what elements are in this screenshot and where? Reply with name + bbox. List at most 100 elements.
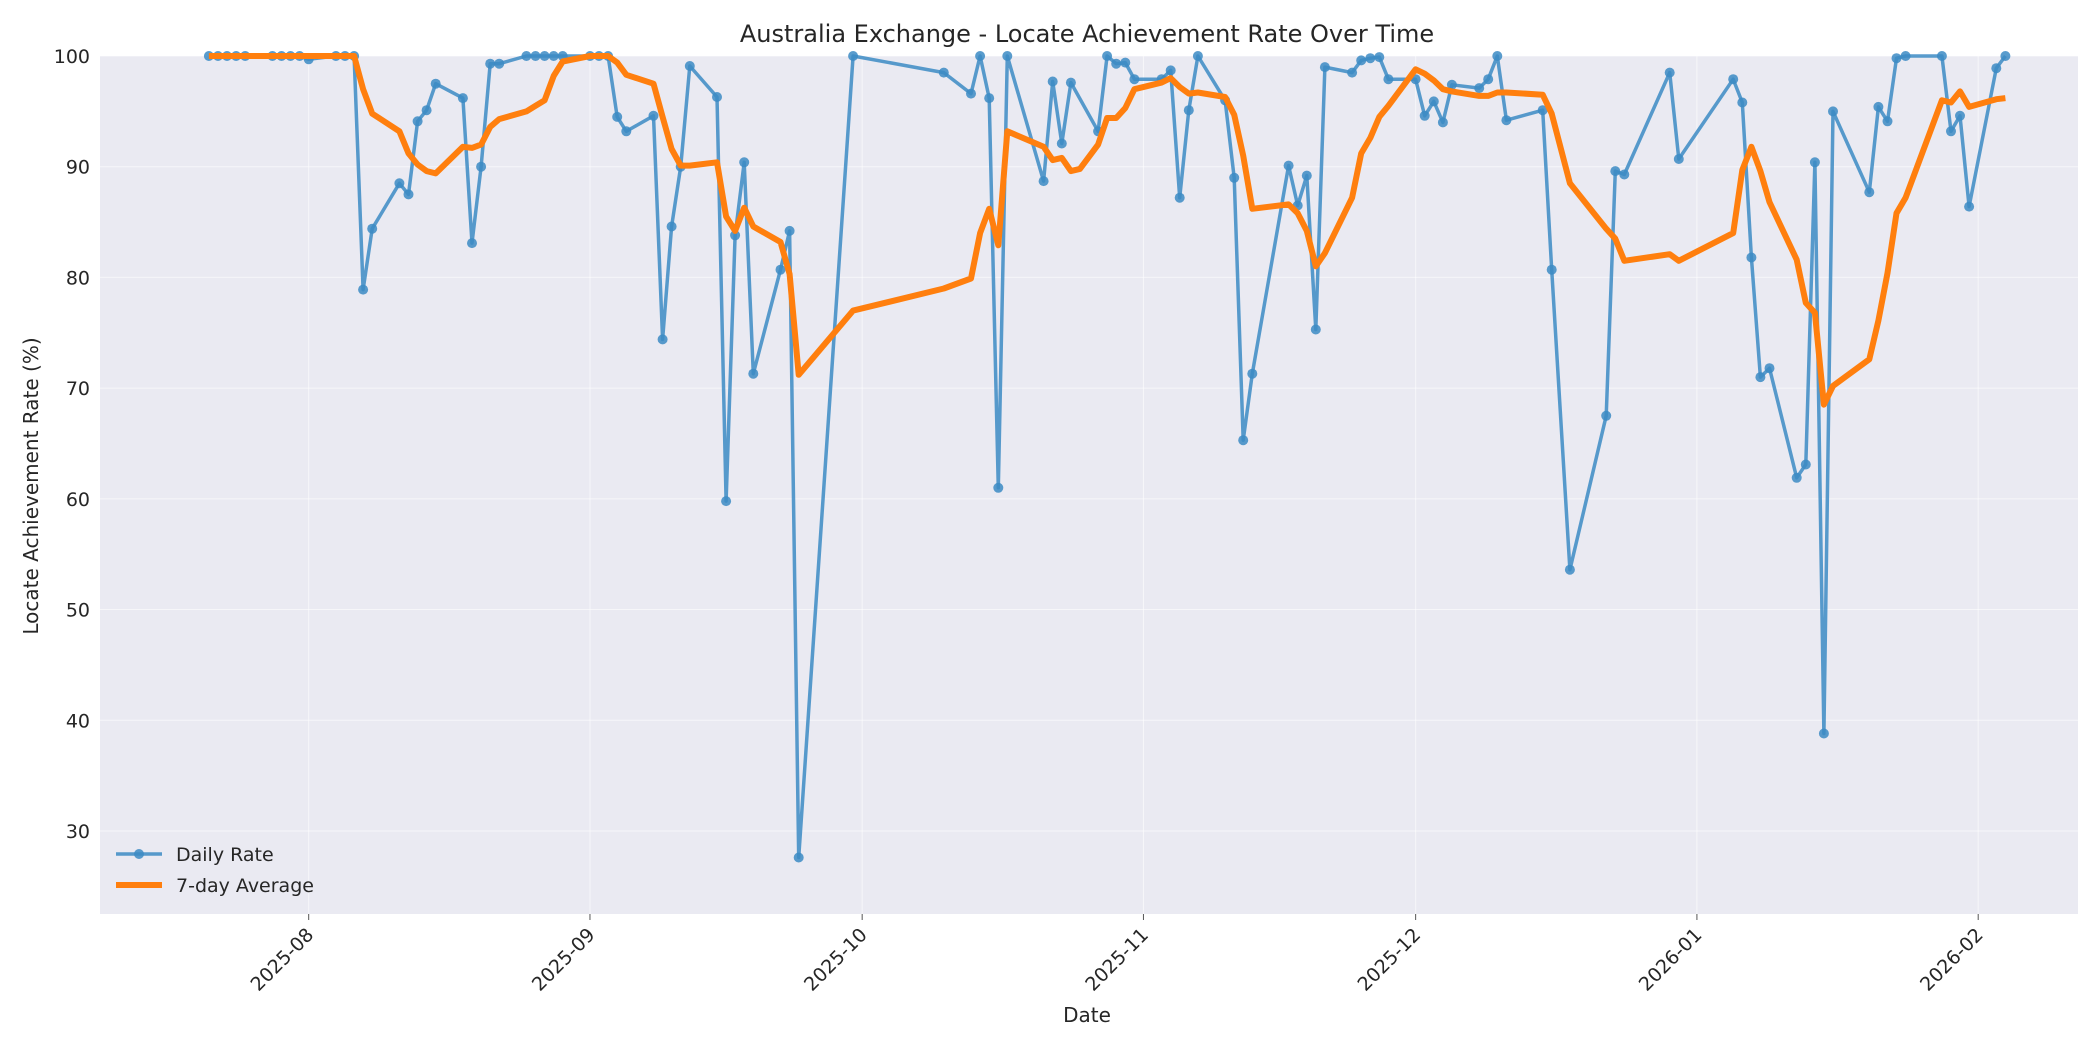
daily-rate-point: [1065, 77, 1076, 88]
daily-rate-point: [1492, 51, 1503, 61]
daily-rate-point: [1174, 192, 1185, 203]
daily-rate-point: [1365, 53, 1376, 64]
legend-daily-marker: [134, 849, 144, 859]
daily-rate-point: [1564, 564, 1575, 575]
daily-rate-point: [1800, 459, 1811, 470]
daily-rate-point: [1047, 76, 1058, 87]
daily-rate-point: [1374, 52, 1385, 63]
daily-rate-point: [1129, 74, 1140, 85]
y-tick-label: 40: [66, 710, 90, 732]
y-tick-label: 100: [54, 46, 90, 68]
daily-rate-point: [1864, 187, 1875, 198]
daily-rate-point: [1437, 117, 1448, 128]
daily-rate-point: [612, 111, 623, 122]
daily-rate-point: [539, 51, 550, 61]
daily-rate-point: [1664, 67, 1675, 78]
x-tick-label: 2026-02: [1916, 924, 1988, 996]
daily-rate-point: [1383, 74, 1394, 85]
daily-rate-point: [1056, 138, 1067, 149]
daily-rate-point: [467, 238, 477, 249]
daily-rate-point: [1955, 110, 1965, 121]
daily-rate-point: [1882, 116, 1893, 127]
daily-rate-point: [1828, 106, 1838, 117]
x-tick-label: 2025-12: [1353, 924, 1425, 996]
y-tick-label: 50: [66, 600, 90, 622]
legend: Daily Rate 7-day Average: [116, 844, 314, 897]
y-tick-label: 60: [66, 489, 90, 511]
daily-rate-point: [1419, 110, 1430, 121]
daily-rate-point: [1946, 126, 1956, 137]
grid: [100, 55, 2078, 914]
daily-rate-point: [1601, 410, 1612, 421]
x-tick-label: 2025-11: [1081, 924, 1153, 996]
x-tick-label: 2025-08: [247, 924, 319, 996]
seven-day-average-line: [208, 53, 2006, 408]
daily-rate-point: [621, 126, 632, 137]
daily-rate-point: [530, 51, 541, 61]
daily-rate-point: [485, 58, 496, 69]
daily-rate-point: [793, 852, 804, 863]
daily-rate-point: [748, 368, 759, 379]
daily-rate-point: [1546, 264, 1557, 275]
daily-rate-point: [1537, 105, 1548, 116]
x-axis-ticks: 2025-08 2025-09 2025-10 2025-11 2025-12 2026-…: [247, 914, 1988, 996]
y-tick-label: 90: [66, 157, 90, 179]
daily-rate-point: [848, 51, 859, 61]
daily-rate-point: [421, 105, 432, 116]
daily-rate-point: [1238, 435, 1249, 446]
daily-rate-point: [476, 161, 487, 172]
daily-rate-point: [394, 178, 405, 189]
daily-rate-point: [1483, 74, 1494, 85]
daily-rate-point: [1310, 324, 1321, 335]
daily-rate-point: [1619, 169, 1630, 180]
daily-rate-point: [1791, 472, 1802, 483]
daily-rate-point: [657, 334, 668, 345]
y-axis-label: Locate Achievement Rate (%): [19, 337, 43, 634]
daily-rate-point: [721, 496, 732, 507]
chart-title: Australia Exchange - Locate Achievement …: [740, 20, 1434, 48]
daily-rate-point: [712, 92, 722, 102]
daily-rate-point: [1764, 363, 1775, 374]
daily-rate-point: [1964, 201, 1975, 212]
daily-rate-point: [1746, 252, 1757, 263]
daily-rate-point: [1446, 79, 1457, 90]
daily-rate-point: [1428, 96, 1439, 107]
daily-rate-point: [1356, 55, 1367, 66]
daily-rate-point: [1474, 83, 1485, 94]
daily-rate-point: [1936, 51, 1947, 61]
daily-rate-point: [1283, 160, 1294, 171]
daily-rate-point: [775, 264, 786, 275]
x-tick-label: 2026-01: [1635, 924, 1707, 996]
daily-rate-point: [1673, 154, 1684, 164]
daily-rate-point: [1728, 74, 1739, 85]
daily-rate-point: [648, 110, 659, 121]
series-layer: [203, 51, 2011, 863]
daily-rate-point: [1347, 67, 1358, 78]
x-tick-label: 2025-10: [800, 924, 872, 996]
daily-rate-point: [430, 78, 441, 89]
daily-rate-point: [993, 482, 1004, 493]
daily-rate-point: [1111, 58, 1122, 69]
y-tick-label: 80: [66, 267, 90, 289]
daily-rate-point: [548, 51, 559, 61]
daily-rate-point: [2000, 51, 2011, 61]
daily-rate-point: [1301, 170, 1312, 181]
x-tick-label: 2025-09: [528, 924, 600, 996]
daily-rate-point: [403, 189, 414, 200]
legend-avg-label: 7-day Average: [176, 875, 314, 897]
daily-rate-point: [1229, 172, 1240, 183]
daily-rate-point: [358, 284, 369, 295]
daily-rate-point: [1755, 372, 1766, 383]
daily-rate-point: [684, 61, 695, 71]
daily-rate-point: [457, 93, 468, 104]
daily-rate-point: [1809, 157, 1820, 168]
daily-rate-point: [1900, 51, 1911, 61]
daily-rate-point: [412, 116, 423, 127]
daily-rate-point: [666, 221, 677, 232]
daily-rate-point: [1165, 65, 1176, 76]
daily-rate-point: [1891, 53, 1902, 64]
daily-rate-point: [739, 157, 750, 168]
daily-rate-point: [367, 223, 378, 234]
daily-rate-point: [1610, 166, 1621, 177]
